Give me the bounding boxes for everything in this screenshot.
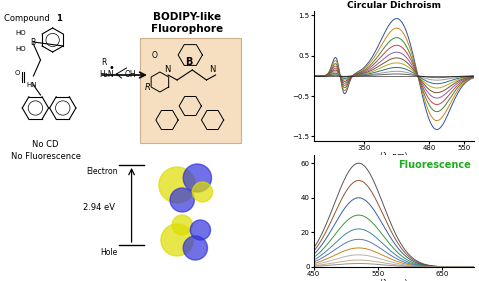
Circle shape bbox=[161, 224, 194, 256]
Text: No CD: No CD bbox=[32, 140, 59, 149]
Circle shape bbox=[170, 188, 194, 212]
Circle shape bbox=[190, 220, 210, 240]
Text: HO: HO bbox=[15, 46, 26, 52]
Text: HO: HO bbox=[15, 30, 26, 36]
Text: BODIPY-like: BODIPY-like bbox=[153, 12, 221, 22]
Text: H₂N: H₂N bbox=[99, 70, 114, 79]
Text: OH: OH bbox=[125, 70, 136, 79]
Text: Hole: Hole bbox=[100, 248, 117, 257]
Text: HN: HN bbox=[26, 82, 37, 88]
Text: 2.94 eV: 2.94 eV bbox=[83, 203, 115, 212]
X-axis label: (λ, nm): (λ, nm) bbox=[380, 152, 408, 161]
Text: B: B bbox=[185, 57, 193, 67]
Text: Fluorescence: Fluorescence bbox=[398, 160, 470, 170]
Text: O: O bbox=[152, 51, 158, 60]
Text: N: N bbox=[164, 65, 171, 74]
Title: Circular Dichroism: Circular Dichroism bbox=[347, 1, 441, 10]
Text: R: R bbox=[145, 83, 150, 92]
Circle shape bbox=[183, 236, 207, 260]
Bar bbox=[140, 38, 241, 143]
Text: 1: 1 bbox=[56, 14, 61, 23]
Text: Compound: Compound bbox=[4, 14, 52, 23]
Text: No Fluorescence: No Fluorescence bbox=[11, 152, 80, 161]
Text: R: R bbox=[101, 58, 107, 67]
Circle shape bbox=[172, 215, 192, 235]
Circle shape bbox=[159, 167, 195, 203]
Text: N: N bbox=[209, 65, 216, 74]
Text: •: • bbox=[108, 63, 114, 73]
X-axis label: (λ, nm): (λ, nm) bbox=[380, 278, 408, 281]
Text: Electron: Electron bbox=[86, 167, 117, 176]
Text: Fluorophore: Fluorophore bbox=[151, 24, 223, 34]
Circle shape bbox=[183, 164, 212, 192]
Text: B: B bbox=[30, 38, 35, 47]
Text: O: O bbox=[14, 70, 20, 76]
Circle shape bbox=[192, 182, 213, 202]
